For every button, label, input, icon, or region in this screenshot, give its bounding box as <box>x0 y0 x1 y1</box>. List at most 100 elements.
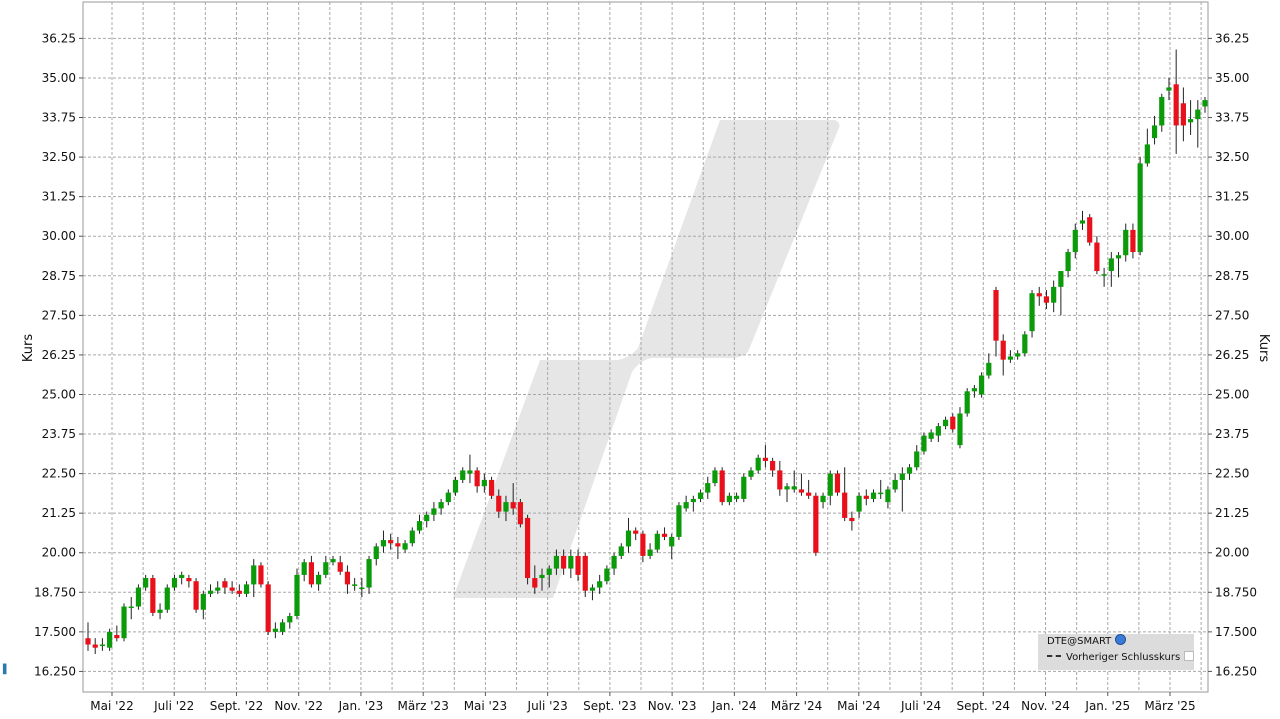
y-tick-label-right: 33.75 <box>1215 111 1249 125</box>
candle <box>770 457 776 477</box>
candle <box>107 628 113 651</box>
candle <box>344 565 351 594</box>
candle <box>733 492 740 503</box>
candle <box>287 612 293 629</box>
candle-body-up <box>878 492 884 495</box>
candle-body-up <box>99 644 106 647</box>
x-tick-label: Sept. '24 <box>957 699 1011 713</box>
candle <box>1094 236 1100 275</box>
candle-body-down <box>532 578 538 588</box>
candle-body-down <box>488 479 495 496</box>
y-tick-label-left: 32.50 <box>42 150 76 164</box>
candle <box>316 571 322 591</box>
candle <box>654 530 660 553</box>
candle <box>546 565 552 588</box>
candle-body-up <box>1202 100 1208 107</box>
candle <box>885 486 891 509</box>
candle-body-down <box>813 495 819 553</box>
candle-body-up <box>207 590 214 594</box>
candle <box>135 584 142 610</box>
x-tick-label: Jan. '23 <box>338 699 384 713</box>
candle <box>906 464 913 480</box>
candle-body-up <box>1187 119 1194 123</box>
x-tick-label: Mai '23 <box>464 699 507 713</box>
candle-body-down <box>561 555 567 569</box>
y-axis-right: 16.250 17.500 18.750 20.00 21.25 22.50 23.75 25… <box>1208 31 1257 678</box>
candle-body-up <box>171 578 178 588</box>
x-tick-label: Nov. '24 <box>1021 699 1070 713</box>
candle-body-up <box>1195 109 1201 120</box>
candle-body-up <box>820 495 826 503</box>
candle <box>294 568 300 620</box>
candle-body-up <box>568 555 574 569</box>
candle <box>460 467 466 484</box>
candle-body-up <box>618 546 624 556</box>
candle-body-down <box>770 460 776 471</box>
candle-body-down <box>474 470 480 487</box>
candle <box>424 511 430 528</box>
candle <box>157 603 163 620</box>
candle <box>1029 290 1035 338</box>
candle <box>1058 271 1064 316</box>
candle-body-up <box>316 574 322 585</box>
candle <box>863 489 869 506</box>
candle-body-up <box>697 492 704 499</box>
candle-body-down <box>258 565 264 585</box>
candle-body-up <box>899 473 905 480</box>
candle-body-down <box>337 562 343 572</box>
candle <box>380 530 387 553</box>
candle <box>661 527 668 541</box>
x-tick-label: Juli '23 <box>527 699 568 713</box>
candle-body-up <box>676 505 682 537</box>
candle-body-up <box>366 559 372 588</box>
candle <box>561 549 567 575</box>
legend-previous-close-row: Vorheriger Schlusskurs <box>1038 650 1195 666</box>
candle-body-up <box>683 502 689 509</box>
candle-body-up <box>654 533 660 550</box>
x-tick-label: Sept. '23 <box>583 699 637 713</box>
candle-body-down <box>640 533 646 556</box>
candle-body-up <box>143 578 149 588</box>
candle <box>222 578 228 594</box>
candle-body-down <box>150 578 156 613</box>
candle-body-up <box>157 609 163 613</box>
candle <box>892 473 898 493</box>
candle <box>503 495 509 522</box>
candle-body-down <box>517 502 523 525</box>
candle <box>690 495 696 512</box>
plot-frame <box>82 1 1209 693</box>
checkbox-icon[interactable] <box>1184 651 1195 661</box>
candle-body-down <box>582 555 588 591</box>
candle <box>604 565 610 585</box>
candle <box>539 568 545 591</box>
x-tick-label: Nov. '22 <box>274 699 323 713</box>
candle-body-up <box>1079 220 1086 224</box>
candle <box>388 533 394 550</box>
candle-body-up <box>352 584 358 586</box>
candle <box>143 574 149 591</box>
candle <box>1202 96 1208 113</box>
candle-body-up <box>135 587 142 607</box>
candle-body-up <box>1137 163 1143 253</box>
candle-body-down <box>265 584 271 632</box>
candle <box>373 543 379 566</box>
candle <box>445 489 451 506</box>
candle <box>243 581 250 598</box>
y-tick-label-left: 25.00 <box>42 387 76 401</box>
x-tick-label: März '25 <box>1144 699 1195 713</box>
candle <box>683 495 689 512</box>
candle <box>878 479 884 499</box>
candle-body-up <box>243 584 250 594</box>
candle <box>431 502 437 522</box>
candle <box>1036 286 1042 306</box>
y-axis-left: 16.250 17.500 18.750 20.00 21.25 22.50 23.75 25… <box>34 31 83 678</box>
x-axis: Mai '22 Juli '22 Sept. '22 Nov. '22 Jan. '23… <box>90 692 1196 713</box>
candle-body-down <box>1000 340 1006 360</box>
candle-body-down <box>849 517 855 522</box>
candle <box>532 565 538 594</box>
candle <box>308 555 314 588</box>
candle-body-up <box>1123 229 1129 256</box>
candle-body-down <box>1130 229 1136 253</box>
chart-tool-icon[interactable]: ▌ <box>3 665 10 675</box>
